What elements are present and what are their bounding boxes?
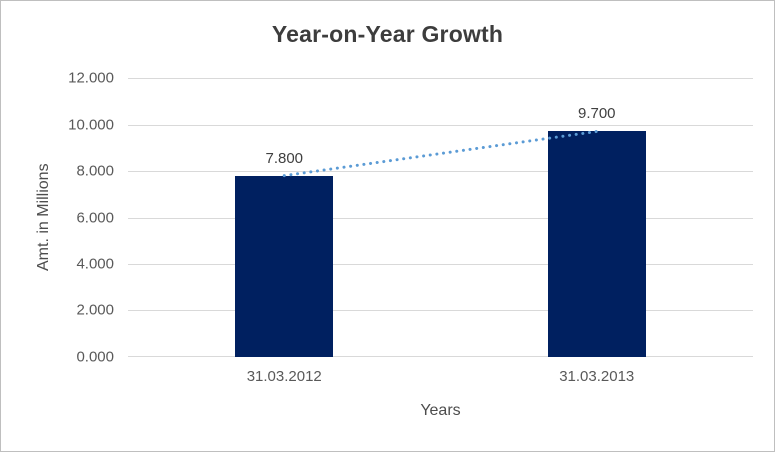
category-column-2013: 9.700 [441, 78, 754, 357]
gridline [128, 124, 753, 126]
x-tick-label-2013: 31.03.2013 [559, 368, 635, 385]
y-tick-label: 6.000 [76, 209, 114, 226]
data-label-2012: 7.800 [265, 149, 304, 167]
bar-31-03-2013 [547, 131, 646, 357]
plot-area: 7.800 9.700 [128, 78, 753, 357]
y-tick-label: 0.000 [76, 348, 114, 366]
bar-31-03-2012 [235, 175, 334, 357]
y-axis-tick-labels: 12.000 10.000 8.000 6.000 4.000 2.000 0.… [1, 70, 114, 366]
y-tick-label: 10.000 [68, 116, 114, 133]
x-axis-title: Years [420, 402, 461, 419]
data-label-2013: 9.700 [577, 105, 616, 123]
gridline [128, 310, 753, 312]
chart-title: Year-on-Year Growth [271, 21, 504, 47]
gridline [128, 264, 753, 265]
y-tick-label: 8.000 [76, 162, 114, 180]
category-column-2012: 7.800 [128, 78, 441, 357]
gridline [128, 217, 753, 219]
x-axis-tick-labels: 31.03.2012 31.03.2013 [128, 368, 753, 385]
y-tick-label: 2.000 [76, 301, 114, 319]
y-tick-label: 12.000 [68, 69, 114, 87]
x-axis-line [128, 356, 753, 357]
x-tick-label-2012: 31.03.2012 [246, 368, 322, 385]
gridline [128, 78, 753, 79]
y-tick-label: 4.000 [76, 255, 114, 273]
